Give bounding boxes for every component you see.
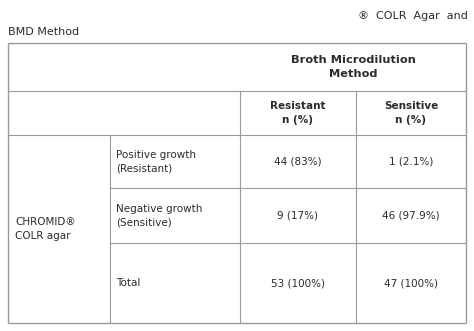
Text: Broth Microdilution
Method: Broth Microdilution Method <box>291 55 415 79</box>
Text: 1 (2.1%): 1 (2.1%) <box>389 157 433 166</box>
Text: 44 (83%): 44 (83%) <box>274 157 322 166</box>
Text: 47 (100%): 47 (100%) <box>384 278 438 288</box>
Text: Resistant
n (%): Resistant n (%) <box>270 101 326 125</box>
Text: ®  COLR  Agar  and: ® COLR Agar and <box>358 11 468 21</box>
Text: Negative growth
(Sensitive): Negative growth (Sensitive) <box>116 204 202 227</box>
Text: 53 (100%): 53 (100%) <box>271 278 325 288</box>
Text: 46 (97.9%): 46 (97.9%) <box>382 211 440 220</box>
Text: Total: Total <box>116 278 140 288</box>
Text: BMD Method: BMD Method <box>8 27 79 37</box>
Text: CHROMID®
COLR agar: CHROMID® COLR agar <box>15 216 76 241</box>
Text: Sensitive
n (%): Sensitive n (%) <box>384 101 438 125</box>
Text: Positive growth
(Resistant): Positive growth (Resistant) <box>116 150 196 173</box>
Text: 9 (17%): 9 (17%) <box>277 211 319 220</box>
